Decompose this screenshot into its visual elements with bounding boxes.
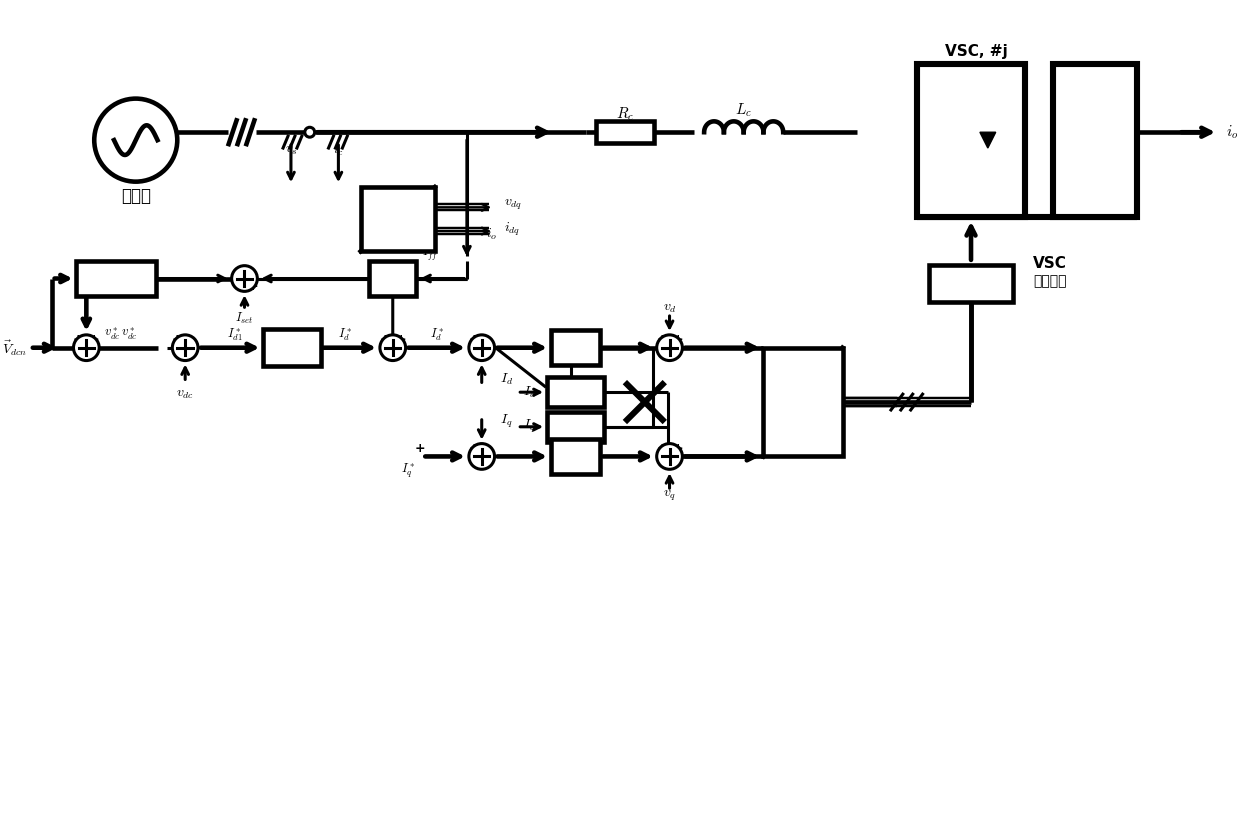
Bar [369,261,416,296]
Text: -: - [667,349,673,364]
Text: abc: abc [776,370,803,384]
Text: +: + [248,280,259,293]
Text: $v_q$: $v_q$ [663,489,676,503]
Text: $v^*_{dc}$: $v^*_{dc}$ [104,326,120,342]
Bar [1053,64,1136,217]
Text: $C_{dc}$: $C_{dc}$ [1113,145,1135,164]
Circle shape [305,127,315,137]
Text: +: + [414,442,425,455]
Circle shape [468,444,494,469]
Text: +: + [672,333,683,346]
Bar [77,261,156,296]
Text: +: + [672,442,683,455]
Text: $I^*_{ff}$: $I^*_{ff}$ [422,245,439,263]
Circle shape [657,335,683,360]
Circle shape [172,335,198,360]
Text: $L_c$: $L_c$ [735,101,752,119]
Bar [361,187,435,252]
Text: $v_{dq}$: $v_{dq}$ [504,199,522,212]
Text: +: + [379,333,390,346]
Bar [929,265,1014,302]
Text: $i_c$: $i_c$ [333,142,344,158]
Text: $G_i$: $G_i$ [567,338,585,357]
Text: $I_d$: $I_d$ [523,385,535,400]
Bar [546,377,605,407]
Text: -: - [478,458,484,473]
Text: $i_o$: $i_o$ [486,226,497,242]
Text: $I^*_d$: $I^*_d$ [430,327,445,343]
Text: +: + [657,333,667,346]
Circle shape [94,99,177,181]
Text: 调制信号: 调制信号 [1033,275,1067,288]
Text: VSC: VSC [1033,257,1067,271]
Bar [917,64,1026,217]
Text: $I_q$: $I_q$ [499,413,512,431]
Text: +: + [395,333,406,346]
Bar [763,348,843,457]
Text: $v^*_{dc}$: $v^*_{dc}$ [120,326,138,342]
Text: $I^*_d$: $I^*_d$ [338,327,352,343]
Circle shape [657,444,683,469]
Text: +: + [468,442,479,455]
Text: $i_o$: $i_o$ [1227,123,1238,141]
Text: -: - [242,261,248,276]
Bar [596,122,654,143]
Bar [551,330,601,365]
Text: $v_d$: $v_d$ [663,301,676,315]
Text: $G_v$: $G_v$ [281,337,304,358]
Circle shape [468,335,494,360]
Circle shape [73,335,99,360]
Text: $\omega L_c$: $\omega L_c$ [564,385,587,400]
Text: +: + [89,333,99,346]
Text: $I_d$: $I_d$ [499,372,513,387]
Text: $I^*_q$: $I^*_q$ [401,462,415,480]
Bar [551,440,601,474]
Circle shape [232,266,258,292]
Text: $R_c$: $R_c$ [616,105,634,123]
Bar [263,329,321,367]
Text: $G_i$: $G_i$ [567,447,585,466]
Text: dq: dq [807,417,826,431]
Text: -: - [182,349,188,364]
Text: $i_{dq}$: $i_{dq}$ [504,221,520,238]
Text: $v_s$: $v_s$ [285,143,297,157]
Text: +: + [73,333,84,346]
Text: abc: abc [372,200,400,214]
Text: VSC, #j: VSC, #j [944,44,1007,59]
Text: +: + [468,333,479,346]
Text: $k^*Z_d$: $k^*Z_d$ [97,270,135,288]
Text: PWM: PWM [948,275,995,292]
Text: $\vec{V}_{dcn}$: $\vec{V}_{dcn}$ [1,338,27,358]
Text: $\omega L_c$: $\omega L_c$ [564,419,587,435]
Text: -: - [478,349,484,364]
Text: $I_q$: $I_q$ [523,418,535,435]
Text: $I_{set}$: $I_{set}$ [235,310,254,326]
Text: dq: dq [401,227,421,241]
Text: 交流源: 交流源 [120,187,151,205]
Text: $v_{dc}$: $v_{dc}$ [176,387,195,401]
Text: +: + [657,442,667,455]
Circle shape [380,335,405,360]
Text: $I^*_{d1}$: $I^*_{d1}$ [227,327,243,343]
Text: +: + [172,333,182,346]
Text: $v_{dc}$: $v_{dc}$ [1113,103,1132,118]
Text: $G_f$: $G_f$ [383,268,403,288]
Bar [546,412,605,442]
Polygon shape [980,132,996,148]
